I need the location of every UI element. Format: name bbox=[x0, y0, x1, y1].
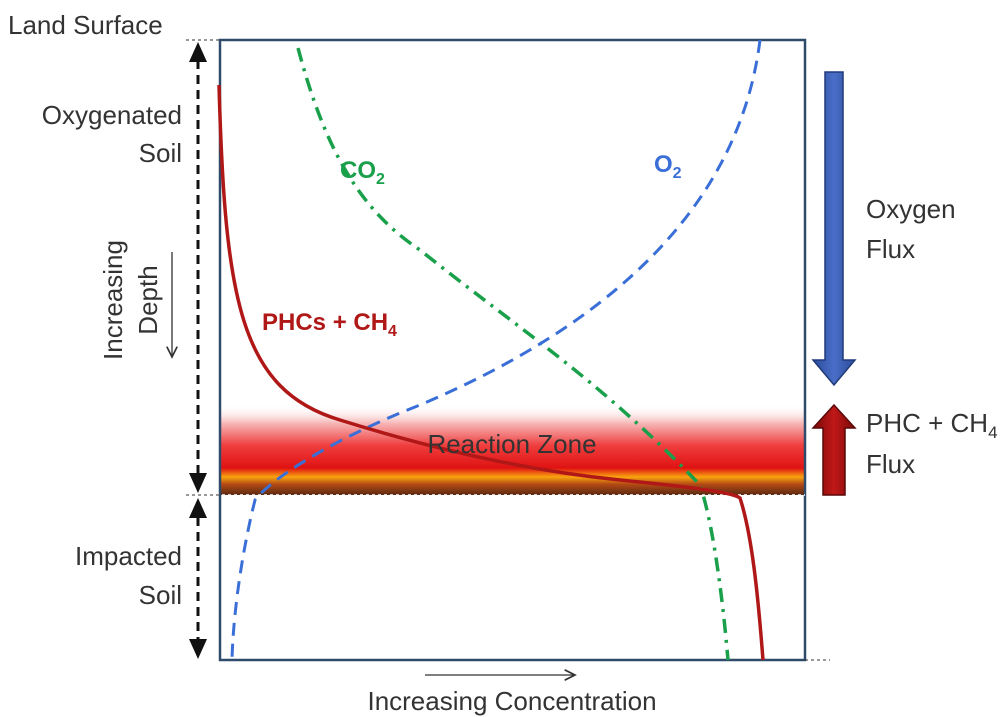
impacted-depth-arrow bbox=[189, 498, 207, 659]
oxygen-flux-label-line2: Flux bbox=[866, 234, 915, 264]
phc-flux-label-prefix: PHC + CH bbox=[866, 408, 988, 438]
reaction-zone-band bbox=[220, 405, 805, 495]
phc-flux-label-line1: PHC + CH4 bbox=[866, 408, 998, 442]
o2-label-sub: 2 bbox=[673, 165, 682, 182]
co2-label-sub: 2 bbox=[376, 171, 385, 188]
o2-label: O2 bbox=[654, 151, 682, 182]
phc-ch4-label-prefix: PHCs + CH bbox=[262, 309, 388, 336]
o2-curve bbox=[230, 39, 762, 661]
phc-ch4-label: PHCs + CH4 bbox=[262, 309, 397, 340]
o2-label-prefix: O bbox=[654, 151, 673, 178]
oxygen-flux-label-line1: Oxygen bbox=[866, 194, 956, 224]
impacted-label-line2: Soil bbox=[139, 580, 182, 610]
reaction-zone-label: Reaction Zone bbox=[427, 429, 596, 459]
co2-curve bbox=[296, 47, 730, 661]
depth-label: Depth bbox=[133, 265, 163, 334]
diagram-frame bbox=[218, 38, 807, 662]
co2-label: CO2 bbox=[340, 157, 385, 188]
increasing-label: Increasing bbox=[98, 240, 128, 360]
phc-flux-label-line2: Flux bbox=[866, 449, 915, 479]
x-axis-label: Increasing Concentration bbox=[367, 686, 656, 716]
phc-flux-arrow bbox=[811, 403, 857, 496]
phc-ch4-label-sub: 4 bbox=[388, 323, 397, 340]
phc-flux-label-sub: 4 bbox=[988, 423, 997, 442]
oxygenated-label-line2: Soil bbox=[139, 138, 182, 168]
oxygen-flux-arrow bbox=[811, 71, 857, 387]
impacted-label-line1: Impacted bbox=[75, 541, 182, 571]
co2-label-prefix: CO bbox=[340, 157, 376, 184]
oxygenated-label-line1: Oxygenated bbox=[42, 100, 182, 130]
land-surface-label: Land Surface bbox=[8, 10, 163, 40]
oxygenated-depth-arrow bbox=[189, 42, 207, 493]
phc-ch4-curve bbox=[217, 84, 765, 661]
